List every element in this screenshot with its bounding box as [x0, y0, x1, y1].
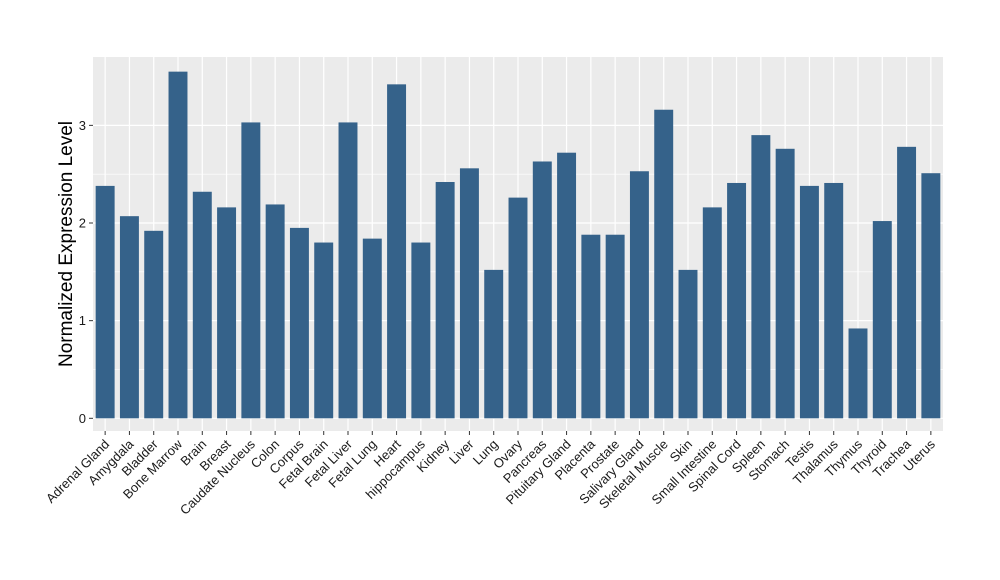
bar [338, 122, 358, 419]
bar [678, 269, 698, 419]
bar [508, 197, 528, 419]
bar [605, 234, 625, 419]
bar [532, 161, 552, 419]
bar [897, 146, 917, 419]
bar [751, 135, 771, 419]
bar [144, 230, 164, 419]
bar [95, 185, 115, 419]
bar [192, 191, 212, 419]
bar [217, 207, 237, 419]
bar [265, 204, 285, 419]
y-tick-label: 2 [79, 216, 86, 231]
bar [654, 109, 674, 419]
bar [629, 171, 649, 419]
bar [921, 173, 941, 419]
bar [387, 84, 407, 419]
bar [289, 227, 309, 419]
bar [362, 238, 382, 419]
bar [168, 71, 188, 419]
y-axis: 0 1 2 3 [79, 118, 93, 426]
y-tick-label: 0 [79, 411, 86, 426]
bar [435, 181, 455, 419]
bar [799, 185, 819, 419]
bar [241, 122, 261, 419]
bar [848, 328, 868, 419]
bar [459, 168, 479, 419]
bar [581, 234, 601, 419]
bar [314, 242, 334, 419]
bar [411, 242, 431, 419]
bar [484, 269, 504, 419]
bar [702, 207, 722, 419]
y-axis-title: Normalized Expression Level [56, 121, 77, 367]
bar [557, 152, 577, 419]
y-tick-label: 1 [79, 313, 86, 328]
bar [119, 216, 139, 419]
bar [775, 148, 795, 419]
y-tick-label: 3 [79, 118, 86, 133]
bar [824, 182, 844, 419]
bar [872, 221, 892, 419]
bar [727, 182, 747, 419]
bar-series [95, 71, 941, 419]
